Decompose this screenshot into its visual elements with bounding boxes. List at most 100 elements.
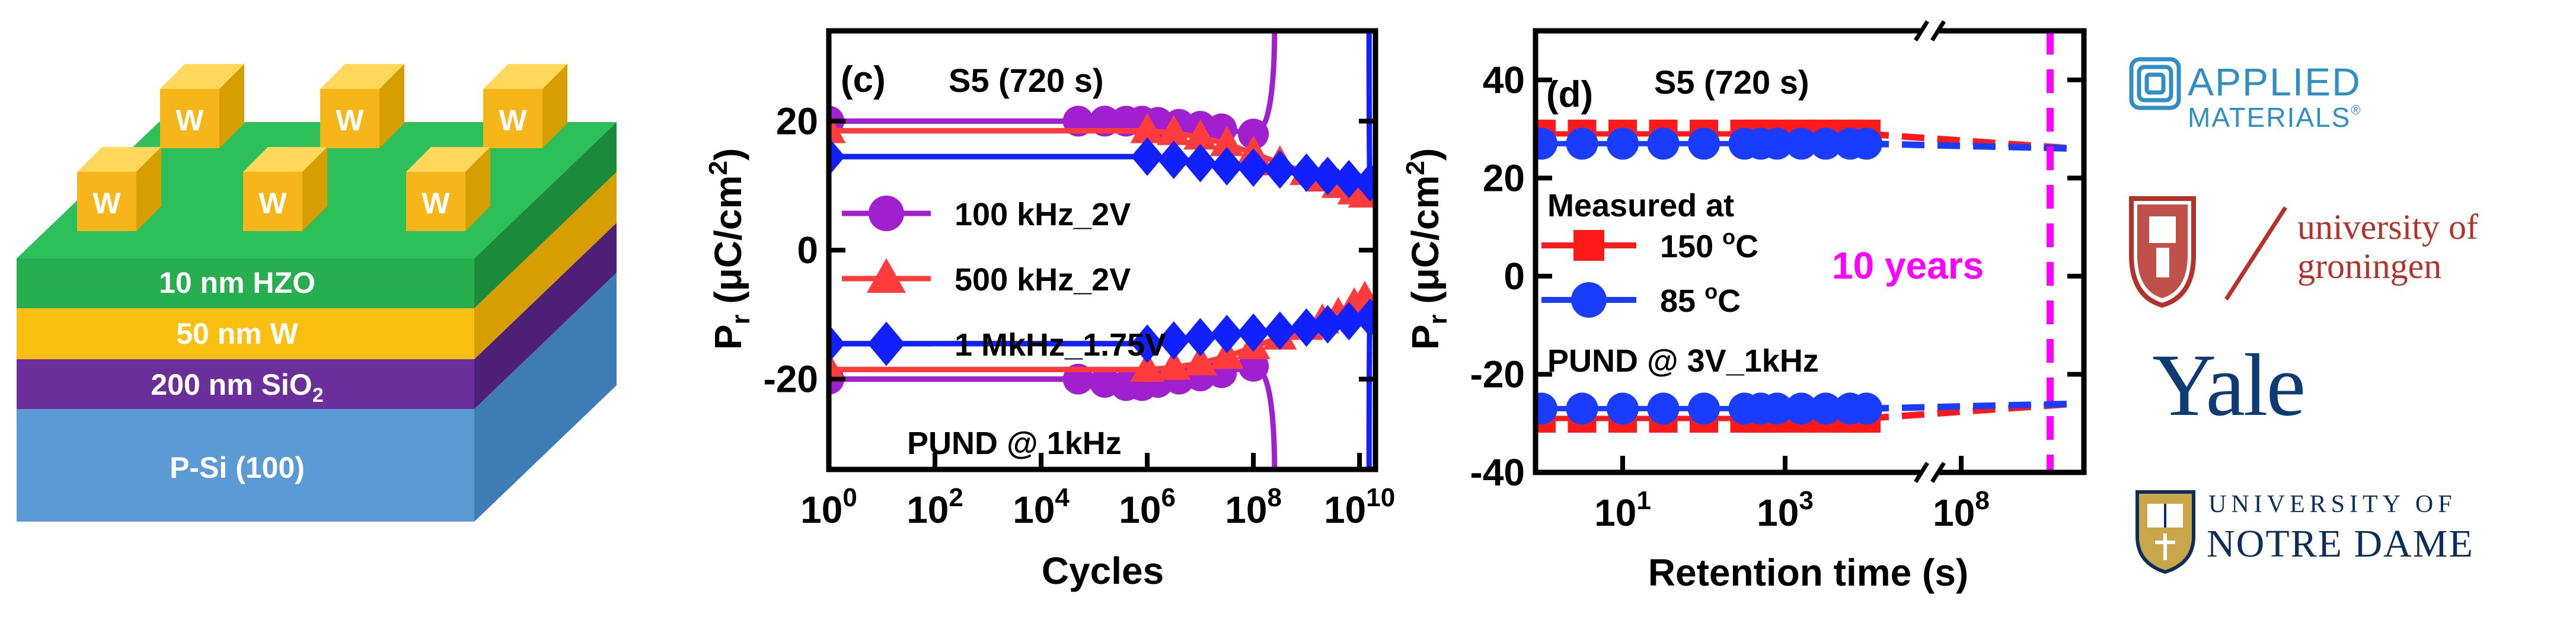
panel-c-plot: [829, 31, 1375, 469]
data-point: [1809, 127, 1842, 160]
data-point: [1850, 127, 1882, 160]
data-point: [1209, 338, 1244, 369]
electrode-side: [136, 147, 161, 231]
data-point: [1157, 115, 1191, 145]
panel-d-legend-title: Measured at: [1547, 188, 1734, 223]
x-tick-label: 108: [1225, 483, 1282, 531]
hzo-side: [474, 122, 617, 308]
applied-materials-logo-mark: [2129, 57, 2181, 110]
electrode-side: [465, 147, 490, 231]
y-tick-label: -20: [1470, 353, 1525, 395]
panel-c-title: S5 (720 s): [949, 62, 1104, 99]
data-point: [1184, 318, 1217, 357]
applied-materials-line2: MATERIALS®: [2188, 102, 2362, 133]
y-tick-label: -40: [1470, 451, 1525, 494]
data-point: [1688, 392, 1720, 425]
y-tick-label: 20: [776, 100, 818, 142]
axis-break-mark: [1930, 462, 1946, 483]
layer-psi: P-Si (100): [170, 451, 305, 484]
data-point: [1209, 126, 1244, 156]
electrode-top: [243, 147, 327, 172]
axis-break-mark: [1930, 20, 1946, 41]
electrode-label: W: [336, 104, 364, 137]
electrode-label: W: [422, 187, 450, 220]
data-point: [1761, 392, 1793, 425]
y-tick-label: 20: [1483, 156, 1525, 199]
data-point: [1183, 345, 1218, 376]
data-point: [1311, 156, 1344, 196]
legend-label: 85 oC: [1660, 279, 1741, 319]
data-point: [1850, 392, 1882, 425]
electrode-front: [406, 172, 465, 231]
panel-d-legend: 150 oC 85 oC: [1541, 225, 1758, 319]
panel-c-label: (c): [841, 59, 886, 100]
device-schematic: W W W W W W 10 nm HZO 50 nm W 200 nm SiO2 P-S…: [17, 64, 617, 522]
notre-dame-line2: NOTRE DAME: [2207, 522, 2474, 565]
panel-c-ylabel: Pr (μC/cm2): [704, 148, 755, 350]
sio2-front: [17, 359, 474, 409]
data-point: [1332, 159, 1365, 199]
x-tick-label: 108: [1933, 486, 1990, 534]
panel-c: 20 0 -20 100 102 104 106 108 1010 (c) S5 (720 s)…: [704, 28, 1396, 592]
w-side: [474, 172, 617, 359]
x-tick-label: 104: [1013, 483, 1070, 531]
data-point: [1536, 127, 1557, 160]
electrode-side: [379, 64, 404, 148]
panel-c-xlabel: Cycles: [1042, 549, 1164, 592]
y-tick-label: -20: [764, 358, 819, 401]
groningen-shield-icon: [2129, 196, 2287, 308]
panel-d-title: S5 (720 s): [1654, 63, 1809, 101]
groningen-line2: groningen: [2297, 247, 2442, 286]
electrode-top: [77, 147, 161, 172]
data-point: [1237, 313, 1270, 352]
panel-d-ticks: 40 20 0 -20 -40 101 103 108: [1470, 20, 2084, 534]
data-point: [1131, 137, 1164, 176]
data-point: [1607, 392, 1639, 425]
data-point: [829, 113, 846, 143]
panel-d-label: (d): [1546, 74, 1593, 115]
electrode-top: [406, 147, 490, 172]
electrode-side: [542, 64, 567, 148]
electrode-side: [302, 147, 327, 231]
data-point: [1131, 324, 1164, 363]
groningen-logo: university of groningen: [2297, 207, 2478, 286]
groningen-line1: university of: [2297, 207, 2478, 247]
data-point: [1761, 127, 1793, 160]
electrodes: W W W W W W: [77, 64, 567, 231]
layer-w: 50 nm W: [176, 317, 298, 350]
x-tick-label: 103: [1757, 486, 1814, 534]
legend-marker: [867, 321, 905, 366]
psi-front: [17, 409, 474, 522]
data-point: [829, 137, 845, 176]
electrode-label: W: [175, 104, 204, 137]
panel-c-annotation: PUND @ 1kHz: [907, 426, 1122, 461]
electrode-front: [160, 89, 219, 148]
data-point: [1157, 321, 1190, 360]
x-tick-label: 100: [800, 483, 857, 531]
x-tick-label: 106: [1119, 483, 1176, 531]
extrapolation-line: [1866, 400, 2076, 422]
data-point: [1354, 298, 1375, 337]
electrode-front: [243, 172, 302, 231]
panel-d-annotation: PUND @ 3V_1kHz: [1547, 343, 1819, 379]
legend-label: 1 MkHz_1.75V: [955, 327, 1166, 363]
applied-materials-line1: APPLIED: [2188, 60, 2361, 104]
data-point: [1354, 163, 1375, 202]
data-point: [1183, 119, 1218, 150]
data-point: [1263, 311, 1297, 350]
panel-d-xlabel: Retention time (s): [1648, 551, 1968, 594]
data-point: [1332, 302, 1365, 341]
layer-hzo: 10 nm HZO: [159, 266, 315, 299]
extrapolation-line: [1866, 130, 2076, 152]
electrode-label: W: [258, 187, 287, 220]
legend-marker: [1573, 230, 1604, 261]
panel-d: 40 20 0 -20 -40 101 103 108 (d) S5 (720 s) Meas…: [1401, 20, 2087, 594]
panel-c-ticks: 20 0 -20 100 102 104 106 108 1010: [764, 100, 1396, 531]
axis-break-mark: [1914, 462, 1929, 483]
legend-marker: [867, 258, 906, 293]
hzo-front: [17, 258, 474, 308]
data-point: [1263, 150, 1297, 189]
data-point: [1311, 305, 1344, 344]
data-point: [1647, 127, 1680, 160]
